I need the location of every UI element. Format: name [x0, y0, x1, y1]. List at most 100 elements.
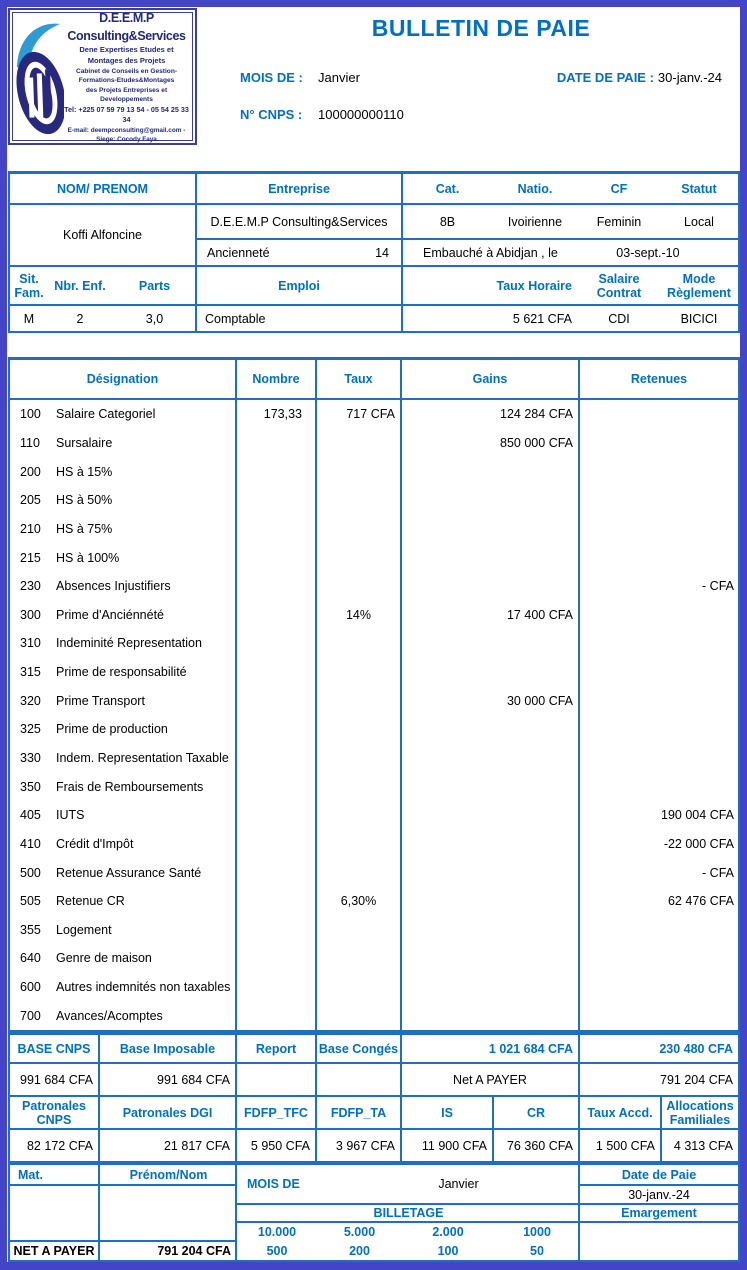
nombre-header: Nombre: [237, 360, 317, 400]
line-code: 200: [20, 464, 41, 479]
footer-net-a-payer-label: NET A PAYER: [10, 1240, 100, 1260]
line-label: Prime d'Anciénnété: [56, 607, 165, 622]
table-row: 300 Prime d'Anciénnété 14% 17 400 CFA: [10, 600, 738, 630]
line-retenues: [580, 715, 738, 744]
is-header: IS: [402, 1097, 494, 1130]
mat-empty-cell: [10, 1186, 100, 1240]
line-code: 315: [20, 665, 41, 680]
hourly-rate-value: 5 621 CFA: [512, 311, 572, 326]
line-retenues: 190 004 CFA: [661, 808, 734, 823]
company-description-1: Cabinet de Conseils en Gestion-Formation…: [75, 67, 178, 85]
line-gains: 30 000 CFA: [402, 686, 580, 716]
contract-value: CDI: [608, 311, 630, 326]
table-row: 640 Genre de maison: [10, 944, 738, 973]
family-status-header: Sit. Fam.: [14, 271, 44, 300]
table-row: 100 Salaire Categoriel 173,33 717 CFA 124…: [10, 400, 738, 429]
line-code: 310: [20, 636, 41, 651]
line-label: Retenue Assurance Santé: [56, 865, 202, 880]
line-retenues: [580, 744, 738, 773]
line-code: 210: [20, 521, 41, 536]
line-nombre: [237, 428, 317, 458]
line-retenues: [580, 429, 738, 458]
line-gains: [402, 571, 580, 601]
line-retenues: [580, 457, 738, 486]
line-label: HS à 100%: [56, 550, 120, 565]
table-row: 505 Retenue CR 6,30% 62 476 CFA: [10, 886, 738, 916]
category-value: 8B: [439, 214, 456, 229]
denomination-200: 200: [349, 1243, 370, 1258]
company-logo-inner: D.E.E.M.P Consulting&Services Dene Exper…: [12, 11, 193, 143]
line-gains: 124 284 CFA: [402, 400, 580, 429]
company-name: D.E.E.M.P Consulting&Services: [67, 10, 186, 43]
line-code: 640: [20, 951, 41, 966]
line-nombre: 173,33: [237, 400, 317, 429]
payment-mode-header: Mode Règlement: [667, 271, 731, 300]
line-label: Indeminité Representation: [56, 636, 202, 651]
company-tagline: Dene Expertises Etudes et Montages des P…: [79, 44, 174, 65]
line-taux: 717 CFA: [317, 400, 402, 429]
line-nombre: [237, 829, 317, 859]
line-taux: [317, 743, 402, 773]
status-value: Local: [684, 214, 714, 229]
line-code: 325: [20, 722, 41, 737]
nationality-value: Ivoirienne: [507, 214, 563, 229]
footer-pay-date-header: Date de Paie: [580, 1165, 738, 1186]
fdfp-tfc-value: 5 950 CFA: [237, 1130, 317, 1161]
line-taux: [317, 915, 402, 945]
parts-header: Parts: [138, 278, 171, 293]
table-row: 310 Indeminité Representation: [10, 629, 738, 658]
line-code: 230: [20, 579, 41, 594]
table-row: 600 Autres indemnités non taxables: [10, 972, 738, 1002]
footer-month-label: MOIS DE: [247, 1177, 300, 1191]
line-nombre: [237, 457, 317, 486]
line-nombre: [237, 858, 317, 887]
line-label: Salaire Categoriel: [56, 407, 156, 422]
base-conges-value: [317, 1064, 402, 1097]
line-taux: [317, 715, 402, 744]
line-nombre: [237, 571, 317, 601]
net-a-payer-value: 791 204 CFA: [580, 1064, 738, 1097]
denomination-2000: 2.000: [432, 1225, 464, 1240]
line-code: 100: [20, 407, 41, 422]
line-retenues: -22 000 CFA: [663, 836, 734, 851]
line-code: 355: [20, 922, 41, 937]
alloc-fam-value: 4 313 CFA: [673, 1138, 733, 1153]
seniority-cell: Ancienneté 14: [197, 240, 403, 267]
line-label: Indem. Representation Taxable: [56, 751, 229, 765]
line-nombre: [237, 915, 317, 945]
taux-accd-value: 1 500 CFA: [580, 1130, 662, 1161]
pay-table-header: Désignation Nombre Taux Gains Retenues: [10, 360, 738, 400]
table-row: 210 HS à 75%: [10, 514, 738, 544]
line-gains: [402, 858, 580, 887]
table-row: 320 Prime Transport 30 000 CFA: [10, 686, 738, 716]
line-gains: [402, 485, 580, 515]
line-label: Prime de responsabilité: [56, 665, 187, 680]
patronales-dgi-header: Patronales DGI: [100, 1097, 237, 1130]
company-column-header: Entreprise: [197, 174, 403, 205]
gains-header: Gains: [402, 360, 580, 400]
line-gains: [402, 514, 580, 544]
line-code: 215: [20, 550, 41, 565]
line-retenues: [580, 629, 738, 658]
denomination-50: 50: [530, 1243, 544, 1258]
total-retenues: 230 480 CFA: [580, 1035, 738, 1064]
line-code: 110: [20, 435, 40, 450]
line-nombre: [237, 972, 317, 1002]
payment-mode-value: BICICI: [680, 311, 718, 326]
line-retenues: [580, 916, 738, 945]
line-taux: 6,30%: [317, 886, 402, 916]
footer-left-block: Mat. Prénom/Nom NET A PAYER 791 204 CFA: [10, 1165, 237, 1260]
company-logo-box: D.E.E.M.P Consulting&Services Dene Exper…: [8, 8, 197, 145]
line-label: Prime de production: [56, 722, 168, 737]
line-label: Frais de Remboursements: [56, 779, 204, 794]
company-logo-text: D.E.E.M.P Consulting&Services Dene Exper…: [64, 9, 189, 145]
mat-header: Mat.: [10, 1165, 100, 1186]
base-cnps-value: 991 684 CFA: [10, 1064, 100, 1097]
line-gains: [402, 972, 580, 1002]
status-header: Statut: [681, 181, 717, 196]
family-value-row: M 2 3,0: [10, 306, 197, 331]
line-nombre: [237, 944, 317, 973]
line-code: 600: [20, 980, 41, 995]
line-code: 505: [20, 894, 41, 909]
line-taux: [317, 829, 402, 859]
